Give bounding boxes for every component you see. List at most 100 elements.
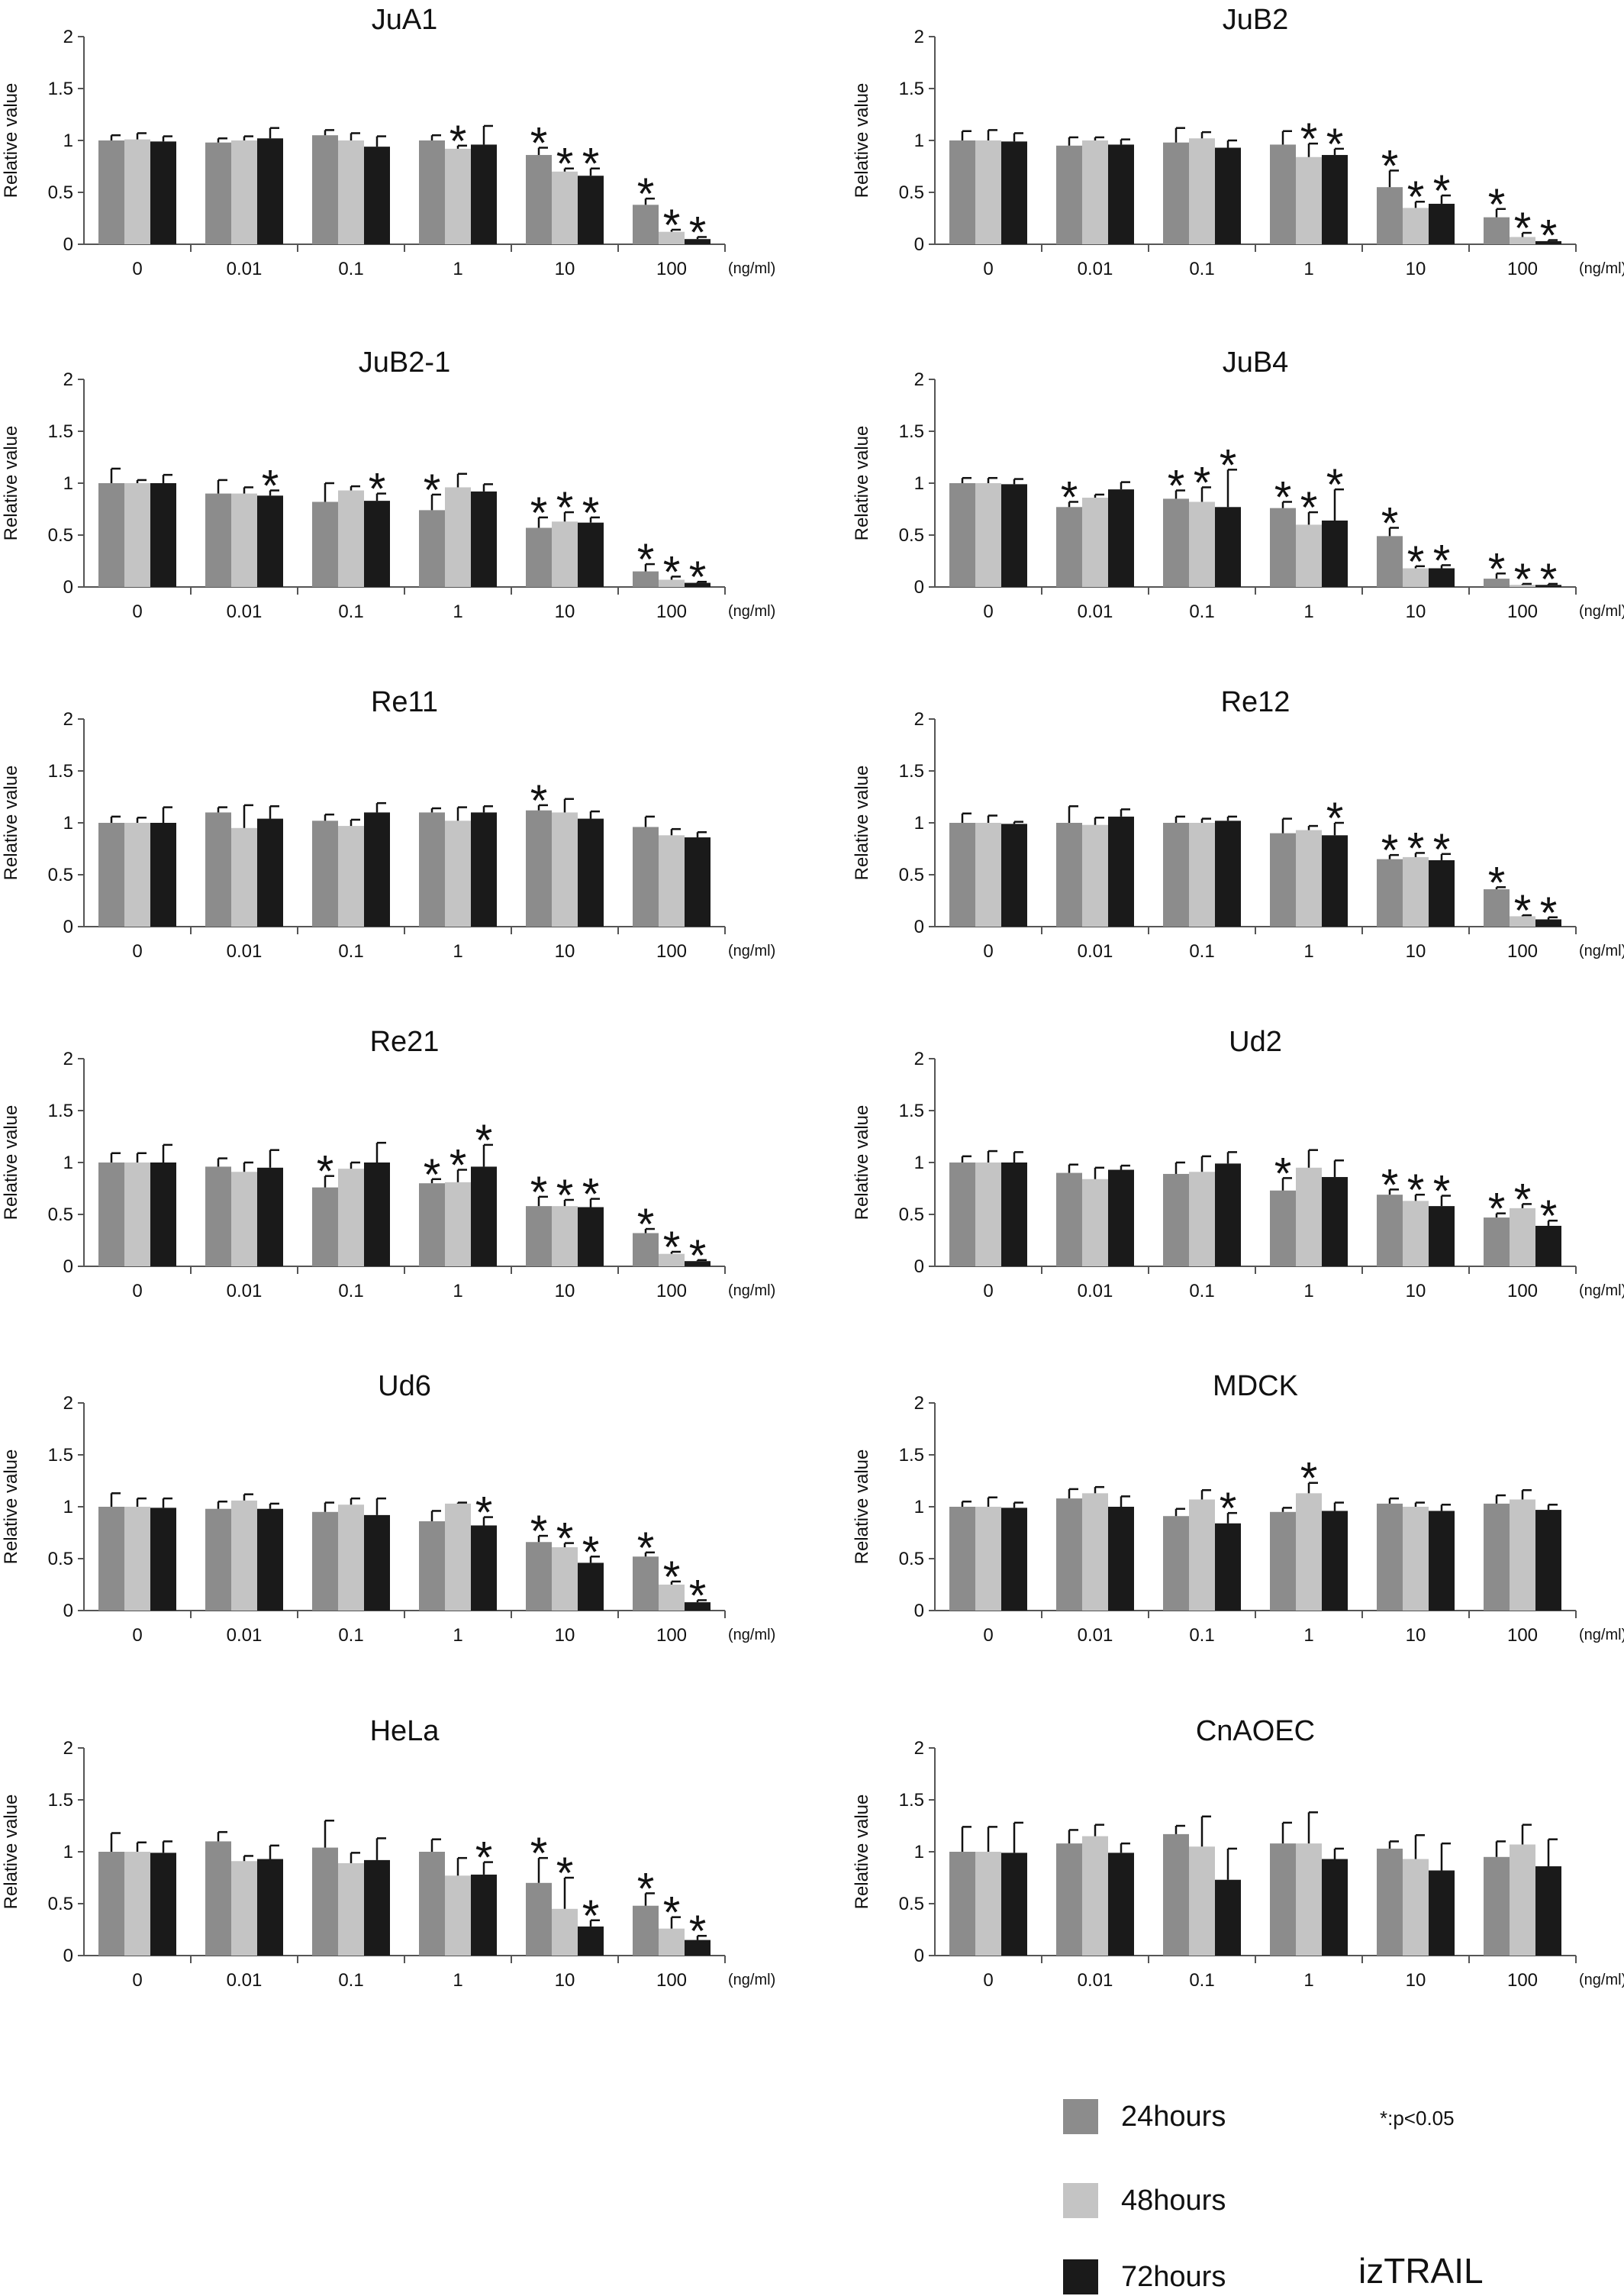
significance-marker: * (1407, 537, 1425, 587)
bar-ud6-24hours-10 (526, 1542, 552, 1611)
significance-marker: * (663, 1888, 681, 1938)
x-tick-label: 1 (453, 601, 462, 622)
x-unit-label: (ng/ml) (728, 1282, 775, 1299)
significance-marker: * (530, 119, 548, 169)
bar-ud2-24hours-0.01 (1056, 1172, 1082, 1266)
significance-marker: * (1488, 858, 1506, 908)
bar-re11-72hours-0 (150, 823, 176, 927)
bar-jub2-1-24hours-1 (419, 510, 445, 587)
y-tick-label: 0 (914, 1946, 924, 1966)
significance-marker: * (1433, 536, 1451, 585)
bar-ud2-48hours-1 (1296, 1167, 1322, 1266)
x-tick-label: 0 (132, 1970, 142, 1991)
bar-hela-48hours-0.01 (231, 1861, 257, 1956)
bar-cnaoec-24hours-0.1 (1163, 1833, 1189, 1956)
bar-jub4-48hours-100 (1510, 585, 1535, 587)
significance-marker: * (637, 1864, 655, 1914)
bar-hela-24hours-0 (98, 1852, 124, 1956)
y-axis-label-re12: Relative value (852, 766, 872, 881)
significance-marker: * (424, 466, 441, 515)
x-tick-label: 10 (555, 1625, 575, 1646)
x-tick-label: 0.01 (227, 941, 263, 962)
y-tick-label: 0.5 (48, 182, 73, 203)
significance-marker: * (424, 1150, 441, 1200)
bar-mdck-24hours-0.01 (1056, 1498, 1082, 1611)
y-tick-label: 1 (914, 131, 924, 151)
bar-jua1-72hours-0.01 (257, 138, 283, 244)
bar-ud2-24hours-100 (1484, 1217, 1510, 1266)
bar-ud2-48hours-0.01 (1082, 1179, 1108, 1266)
bar-hela-48hours-0 (124, 1852, 150, 1956)
bar-ud2-24hours-1 (1270, 1190, 1296, 1266)
x-tick-label: 0.01 (227, 259, 263, 279)
bar-jub2-1-72hours-0.1 (364, 501, 390, 587)
bar-cnaoec-24hours-100 (1484, 1856, 1510, 1956)
y-tick-label: 1.5 (48, 1445, 73, 1466)
x-unit-label: (ng/ml) (728, 1627, 775, 1643)
bar-ud2-72hours-100 (1535, 1225, 1561, 1266)
chart-title-jub4: JuB4 (1223, 347, 1289, 379)
bar-cnaoec-48hours-100 (1510, 1844, 1535, 1956)
bar-jub4-24hours-10 (1377, 536, 1403, 587)
y-tick-label: 1.5 (48, 1101, 73, 1121)
significance-marker: * (1300, 1454, 1318, 1504)
x-tick-label: 10 (1406, 941, 1426, 962)
y-tick-label: 0.5 (899, 1894, 924, 1914)
bar-jua1-24hours-100 (633, 205, 659, 244)
bar-jua1-24hours-0.01 (205, 142, 231, 244)
x-tick-label: 100 (656, 1970, 687, 1991)
x-tick-label: 0.1 (1189, 941, 1214, 962)
significance-marker: * (1407, 1166, 1425, 1215)
significance-marker: * (1514, 886, 1532, 936)
bar-cnaoec-24hours-0.01 (1056, 1843, 1082, 1956)
bar-ud2-72hours-1 (1322, 1177, 1348, 1266)
bar-re21-24hours-0.01 (205, 1166, 231, 1266)
significance-marker: * (1488, 1185, 1506, 1234)
bar-ud6-48hours-1 (445, 1503, 471, 1611)
y-tick-label: 2 (914, 1049, 924, 1069)
bar-jub2-24hours-0.1 (1163, 142, 1189, 244)
bar-mdck-48hours-0 (975, 1507, 1001, 1611)
y-tick-label: 0 (63, 1601, 73, 1621)
bar-mdck-24hours-0 (949, 1507, 975, 1611)
x-tick-label: 1 (1303, 259, 1313, 279)
y-axis-label-mdck: Relative value (852, 1450, 872, 1565)
bar-hela-48hours-0.1 (338, 1862, 364, 1956)
y-tick-label: 1 (914, 1153, 924, 1173)
x-tick-label: 0 (132, 941, 142, 962)
bar-re12-24hours-0.01 (1056, 823, 1082, 927)
x-tick-label: 0.1 (1189, 1625, 1214, 1646)
y-tick-label: 0 (63, 1256, 73, 1277)
bar-jub2-72hours-0 (1001, 141, 1027, 244)
bar-jub2-24hours-100 (1484, 217, 1510, 244)
bar-re21-72hours-0.01 (257, 1167, 283, 1266)
x-unit-label: (ng/ml) (1579, 260, 1624, 277)
bar-ud6-72hours-0.01 (257, 1508, 283, 1611)
significance-marker: * (1274, 1149, 1292, 1198)
bar-hela-24hours-10 (526, 1882, 552, 1956)
y-axis-label-jub2: Relative value (852, 83, 872, 198)
x-unit-label: (ng/ml) (1579, 1627, 1624, 1643)
y-tick-label: 0 (914, 234, 924, 255)
x-tick-label: 0 (132, 601, 142, 622)
bar-hela-72hours-0.1 (364, 1859, 390, 1956)
bar-re12-48hours-1 (1296, 830, 1322, 927)
x-tick-label: 100 (656, 601, 687, 622)
bar-cnaoec-24hours-1 (1270, 1843, 1296, 1956)
bar-jua1-48hours-10 (552, 171, 578, 244)
x-tick-label: 1 (453, 1625, 462, 1646)
significance-marker: * (1326, 120, 1344, 169)
x-tick-label: 1 (1303, 941, 1313, 962)
significance-marker: * (1326, 794, 1344, 843)
bar-jub2-48hours-100 (1510, 237, 1535, 244)
bar-ud6-72hours-10 (578, 1562, 604, 1611)
bar-ud6-48hours-0.01 (231, 1500, 257, 1611)
significance-marker: * (663, 1223, 681, 1272)
x-tick-label: 10 (555, 941, 575, 962)
significance-marker: * (475, 1833, 493, 1883)
bar-jub2-1-24hours-100 (633, 571, 659, 587)
y-tick-label: 1 (63, 813, 73, 834)
bar-jub4-72hours-0.1 (1215, 507, 1241, 587)
significance-marker: * (582, 140, 600, 189)
significance-marker: * (530, 1507, 548, 1556)
